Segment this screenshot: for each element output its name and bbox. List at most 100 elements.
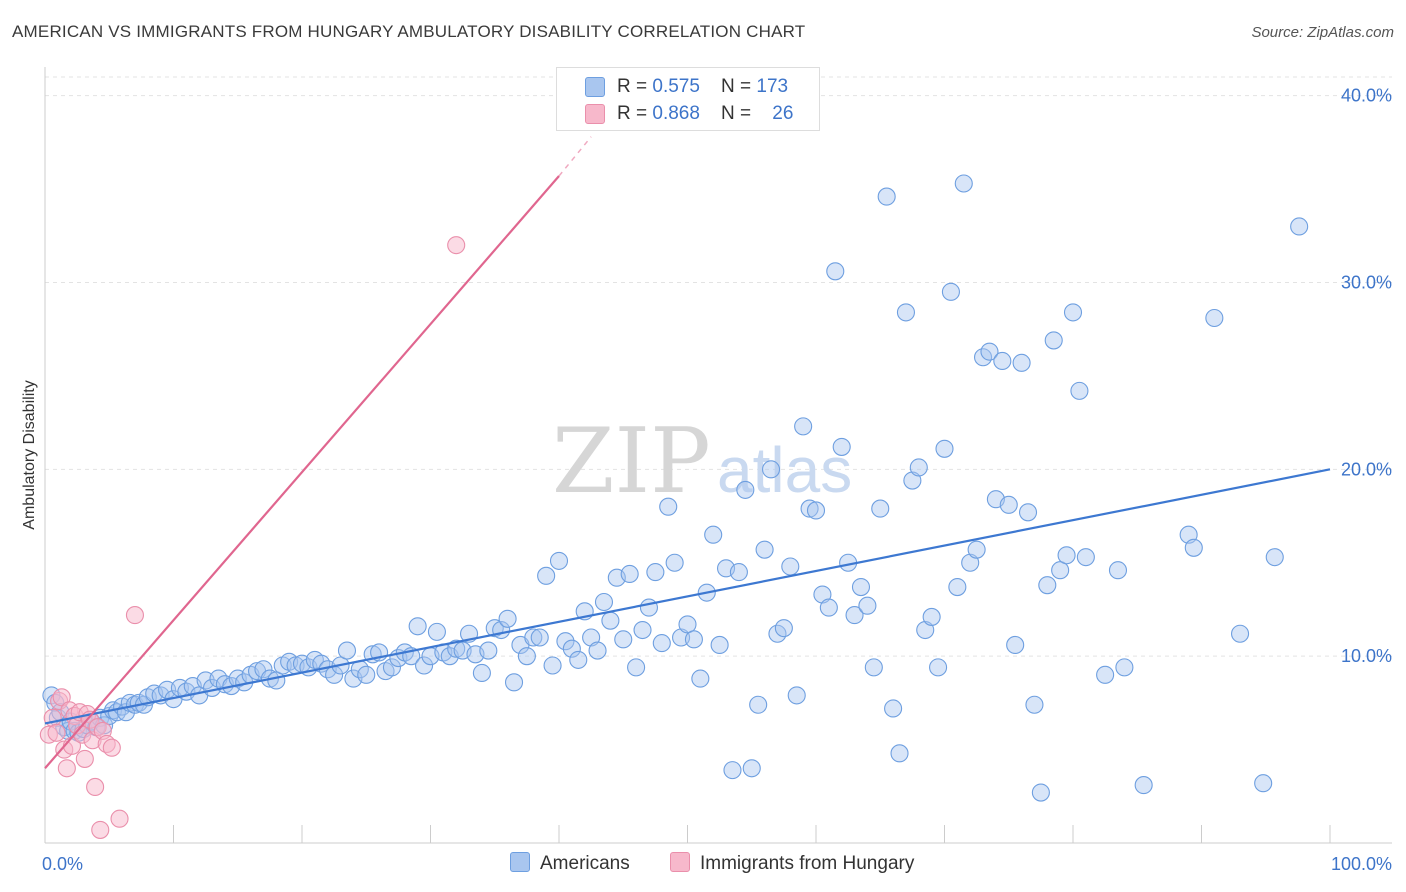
- point-americans: [1265, 548, 1284, 567]
- point-americans: [639, 598, 659, 617]
- point-americans: [588, 641, 607, 660]
- point-americans: [980, 342, 999, 361]
- point-americans: [1231, 624, 1250, 643]
- point-americans: [967, 540, 986, 559]
- bottom-legend-swatch-americans: [510, 852, 530, 872]
- point-americans: [1038, 576, 1057, 595]
- bottom-legend-label: Americans: [540, 853, 630, 874]
- trend-line-hungary: [44, 175, 560, 769]
- tick-labels: 10.0% 20.0% 30.0% 40.0% 0.0% 100.0%: [42, 86, 1392, 874]
- point-americans: [1051, 561, 1070, 580]
- point-americans: [1184, 538, 1203, 557]
- point-americans: [736, 480, 755, 499]
- point-americans: [813, 585, 832, 604]
- point-americans: [569, 650, 588, 669]
- point-americans: [1012, 353, 1031, 372]
- point-americans: [652, 634, 671, 653]
- point-americans: [691, 669, 710, 688]
- point-americans: [826, 262, 845, 281]
- trend-line-hungary-extension: [558, 136, 592, 177]
- legend-r-value: 0.868: [652, 103, 700, 124]
- y-tick-label: 20.0%: [1341, 459, 1392, 479]
- point-hungary: [91, 820, 110, 839]
- point-hungary: [110, 809, 129, 828]
- watermark-zip: ZIP: [552, 409, 711, 514]
- point-americans: [704, 525, 723, 544]
- point-americans: [549, 551, 569, 570]
- bottom-legend-hungary: Immigrants from Hungary: [670, 852, 914, 875]
- point-americans: [1018, 503, 1038, 522]
- point-americans: [1076, 548, 1095, 567]
- point-americans: [646, 563, 665, 582]
- point-americans: [1108, 561, 1128, 580]
- point-americans: [806, 501, 826, 520]
- point-americans: [601, 611, 620, 630]
- point-americans: [408, 617, 427, 636]
- y-tick-label: 30.0%: [1341, 273, 1392, 293]
- point-americans: [472, 663, 491, 683]
- legend-r-value: 0.575: [652, 76, 700, 97]
- point-americans: [620, 564, 639, 584]
- data-points: [39, 174, 1309, 839]
- point-americans: [415, 656, 434, 675]
- point-americans: [556, 632, 575, 651]
- point-americans: [1031, 783, 1050, 802]
- point-americans: [1115, 658, 1134, 677]
- point-americans: [794, 417, 813, 436]
- point-americans: [1057, 546, 1076, 565]
- point-americans: [723, 761, 742, 780]
- point-hungary: [102, 738, 121, 757]
- point-americans: [530, 628, 549, 647]
- watermark-atlas: atlas: [717, 434, 852, 506]
- point-americans: [761, 460, 781, 479]
- point-americans: [537, 566, 556, 585]
- bottom-legend-swatch-hungary: [670, 852, 690, 872]
- point-americans: [524, 628, 543, 647]
- point-americans: [961, 553, 980, 572]
- point-americans: [916, 620, 935, 640]
- point-americans: [1063, 303, 1083, 322]
- point-americans: [774, 619, 793, 638]
- point-americans: [896, 303, 916, 322]
- point-americans: [582, 628, 601, 647]
- legend-swatch-americans: [585, 77, 605, 97]
- point-americans: [710, 635, 729, 655]
- point-americans: [993, 351, 1012, 371]
- point-hungary: [125, 606, 144, 625]
- chart-title: AMERICAN VS IMMIGRANTS FROM HUNGARY AMBU…: [12, 22, 806, 41]
- point-americans: [935, 439, 954, 458]
- point-americans: [1025, 695, 1044, 714]
- point-americans: [864, 658, 883, 677]
- legend-n-value: 173: [756, 76, 789, 97]
- point-americans: [845, 606, 864, 625]
- point-americans: [890, 744, 909, 763]
- trend-lines: [44, 136, 1331, 769]
- point-americans: [909, 458, 928, 477]
- bottom-legend-americans: Americans: [510, 852, 630, 875]
- point-americans: [479, 641, 498, 660]
- point-americans: [485, 619, 504, 638]
- point-americans: [447, 639, 466, 658]
- point-americans: [627, 658, 646, 677]
- point-americans: [832, 437, 851, 456]
- point-americans: [1205, 308, 1224, 328]
- point-hungary: [57, 759, 76, 778]
- point-americans: [678, 615, 697, 634]
- trend-line-americans: [44, 468, 1331, 725]
- legend-n-value: 26: [772, 103, 794, 124]
- legend-n-label: N =: [721, 76, 757, 97]
- point-americans: [851, 577, 871, 597]
- point-americans: [1134, 776, 1153, 795]
- point-americans: [1070, 381, 1089, 400]
- point-americans: [858, 596, 877, 615]
- point-americans: [1044, 331, 1063, 350]
- point-americans: [684, 630, 703, 649]
- point-americans: [1290, 217, 1309, 236]
- point-americans: [781, 557, 800, 576]
- point-americans: [633, 620, 652, 640]
- point-americans: [254, 660, 273, 679]
- y-tick-label: 40.0%: [1341, 86, 1392, 106]
- point-americans: [819, 598, 838, 617]
- x-tick-label-max: 100.0%: [1331, 854, 1392, 874]
- point-hungary: [86, 777, 105, 797]
